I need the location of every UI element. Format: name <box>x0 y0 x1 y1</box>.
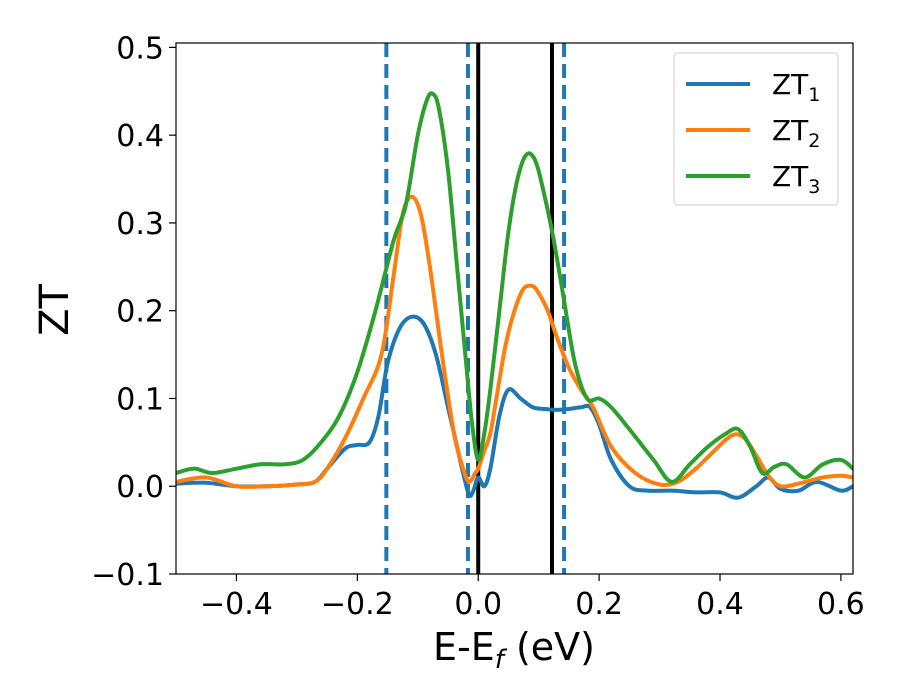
x-tick-label-0-4: −0.4 <box>200 587 273 622</box>
x-axis-label-tail: (eV) <box>504 625 595 669</box>
y-axis: −0.1 0.0 0.1 0.2 0.3 0.4 0.5 <box>91 31 176 593</box>
legend-entry-zt3: ZT3 <box>772 160 820 198</box>
y-tick-label-0-1: 0.1 <box>116 382 164 417</box>
legend-entry-zt2: ZT2 <box>772 114 820 152</box>
series-line-zt2 <box>176 194 853 489</box>
x-axis-label-main: E-E <box>433 625 495 669</box>
legend: ZT1 ZT2 ZT3 <box>673 52 839 206</box>
series-lines <box>176 91 853 500</box>
x-tick-label-0-0: 0.0 <box>454 587 502 622</box>
legend-entry-zt1: ZT1 <box>772 68 820 106</box>
y-tick-label-0-0: 0.0 <box>116 470 164 505</box>
y-axis-label: ZT <box>32 284 78 336</box>
y-tick-label-0-4: 0.4 <box>116 119 164 154</box>
y-tick-label-0-2: 0.2 <box>116 295 164 330</box>
y-tick-label-0-3: 0.3 <box>116 207 164 242</box>
legend-frame <box>673 52 839 206</box>
plot-frame <box>175 42 854 575</box>
reference-lines <box>384 43 567 574</box>
series-line-zt3 <box>176 91 853 484</box>
x-tick-label-0-6: 0.6 <box>817 587 865 622</box>
series-line-zt1 <box>176 314 853 500</box>
x-tick-label-0-4: 0.4 <box>696 587 744 622</box>
x-axis-label: E-Ef (eV) <box>433 625 595 675</box>
y-tick-label-0-1: −0.1 <box>91 558 164 593</box>
x-tick-label-0-2: −0.2 <box>321 587 394 622</box>
y-tick-label-0-5: 0.5 <box>116 31 164 66</box>
x-axis: −0.4 −0.2 0.0 0.2 0.4 0.6 <box>200 574 865 622</box>
x-tick-label-0-2: 0.2 <box>575 587 623 622</box>
